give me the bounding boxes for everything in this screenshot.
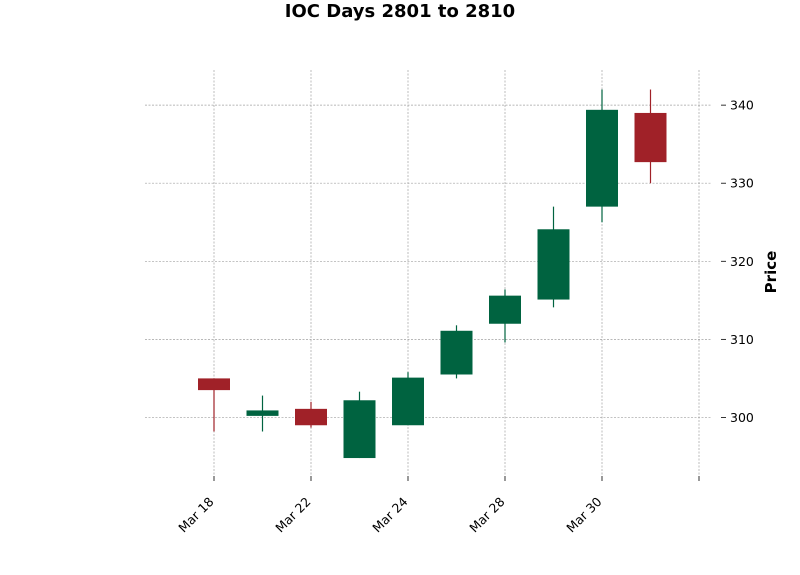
candle-body-down [198, 378, 230, 391]
grid-layer [145, 70, 712, 476]
candle [489, 289, 521, 343]
axis-layer: Mar 18 Mar 22 Mar 24 Mar 28 Mar 30 300 310 320 3… [175, 98, 754, 536]
candle-body-up [392, 377, 424, 426]
candle [295, 401, 327, 428]
candle [586, 89, 618, 223]
x-tick-label: Mar 22 [272, 494, 313, 535]
candle-layer [198, 89, 667, 459]
candle [440, 325, 473, 379]
y-tick-label: 300 [730, 410, 754, 425]
candle-body-up [343, 400, 376, 459]
candle-body-down [634, 112, 667, 163]
y-tick-label: 340 [730, 98, 754, 113]
chart-title: IOC Days 2801 to 2810 [285, 1, 515, 22]
candle [198, 378, 230, 432]
candle-body-up [489, 295, 521, 324]
candle [537, 206, 570, 308]
y-tick-label: 330 [730, 176, 754, 191]
candle-body-down [295, 408, 327, 426]
x-tick-label: Mar 24 [369, 494, 410, 535]
x-tick-label: Mar 30 [563, 494, 604, 535]
candle [392, 372, 424, 426]
x-tick-label: Mar 18 [175, 494, 216, 535]
y-tick-label: 320 [730, 254, 754, 269]
candle [634, 89, 667, 184]
candle [246, 395, 279, 432]
candle-body-up [537, 229, 570, 300]
candle-body-up [586, 109, 618, 207]
candle-body-up [246, 410, 279, 416]
candle [343, 391, 376, 459]
y-axis-label: Price [762, 251, 780, 294]
y-tick-label: 310 [730, 332, 754, 347]
candle-body-up [440, 330, 473, 375]
x-tick-label: Mar 28 [466, 494, 507, 535]
